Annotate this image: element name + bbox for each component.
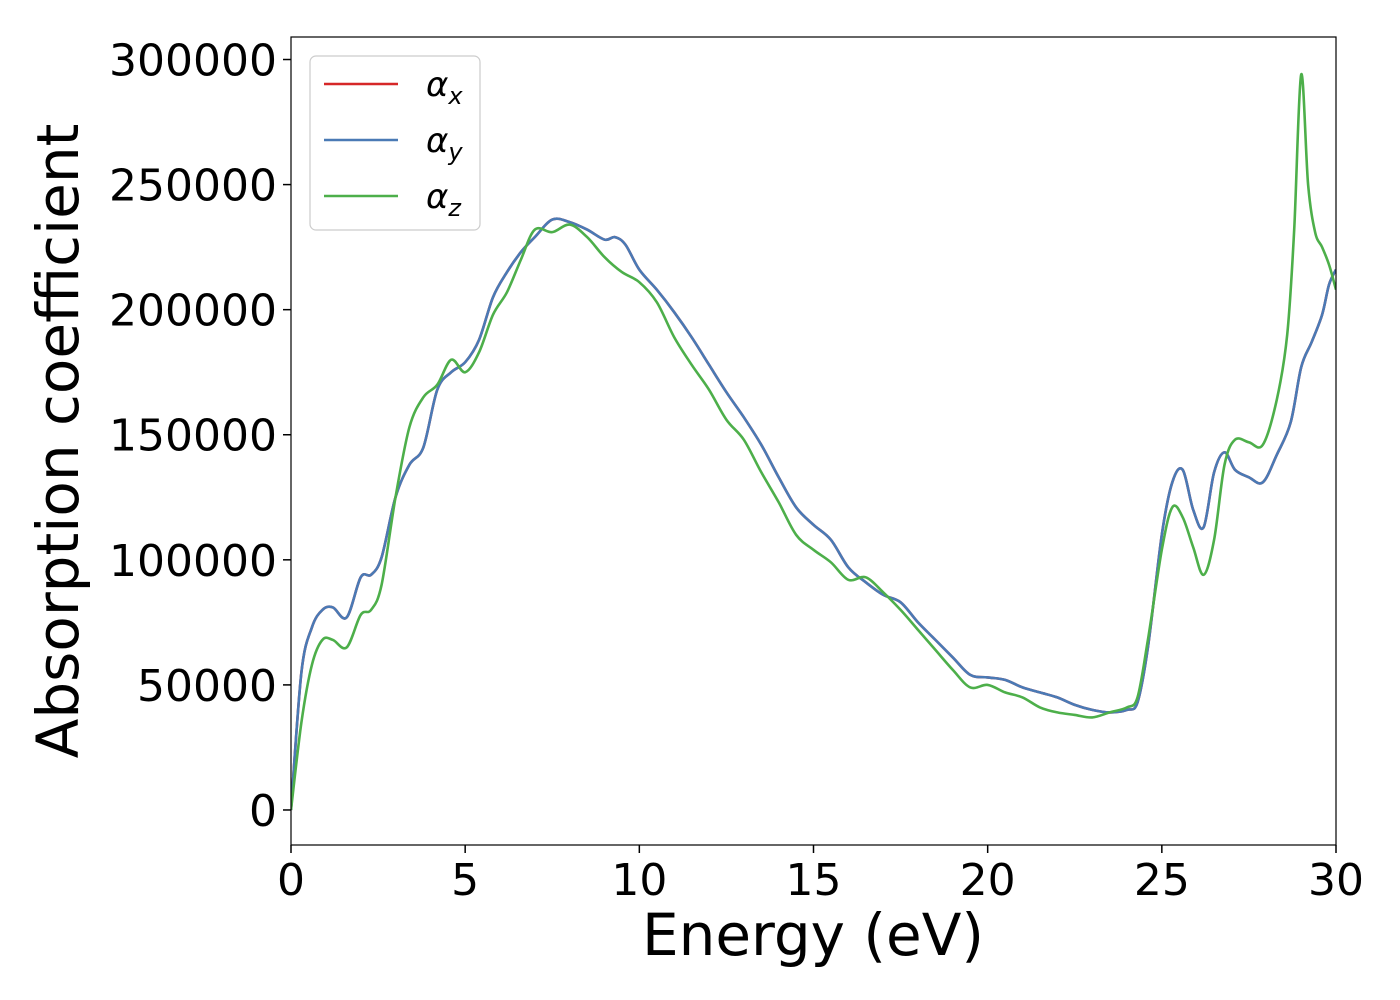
x-tick-label: 5 — [451, 855, 479, 906]
x-axis-ticks: 0 5 10 15 20 25 30 — [277, 845, 1364, 906]
x-tick-label: 10 — [611, 855, 667, 906]
legend: αx αy αz — [309, 55, 481, 231]
y-tick-label: 300000 — [109, 36, 277, 87]
y-tick-label: 50000 — [137, 661, 277, 712]
x-tick-label: 20 — [960, 855, 1016, 906]
y-axis-ticks: 0 50000 100000 150000 200000 250000 300000 — [109, 36, 291, 837]
y-tick-label: 250000 — [109, 161, 277, 212]
legend-label-y: αy — [426, 121, 463, 166]
x-tick-label: 25 — [1134, 855, 1190, 906]
x-tick-label: 30 — [1308, 855, 1364, 906]
series-layer — [291, 73, 1336, 811]
y-axis-title: Absorption coefficient — [24, 124, 92, 759]
series-line-z — [291, 73, 1336, 811]
series-line-y — [291, 217, 1336, 811]
y-tick-label: 200000 — [109, 286, 277, 337]
x-tick-label: 0 — [277, 855, 305, 906]
y-tick-label: 100000 — [109, 536, 277, 587]
legend-label-z: αz — [426, 177, 462, 222]
y-tick-label: 0 — [249, 786, 277, 837]
legend-label-x: αx — [426, 65, 463, 110]
x-tick-label: 15 — [786, 855, 842, 906]
y-tick-label: 150000 — [109, 411, 277, 462]
x-axis-title: Energy (eV) — [642, 901, 984, 969]
legend-box — [309, 55, 481, 231]
